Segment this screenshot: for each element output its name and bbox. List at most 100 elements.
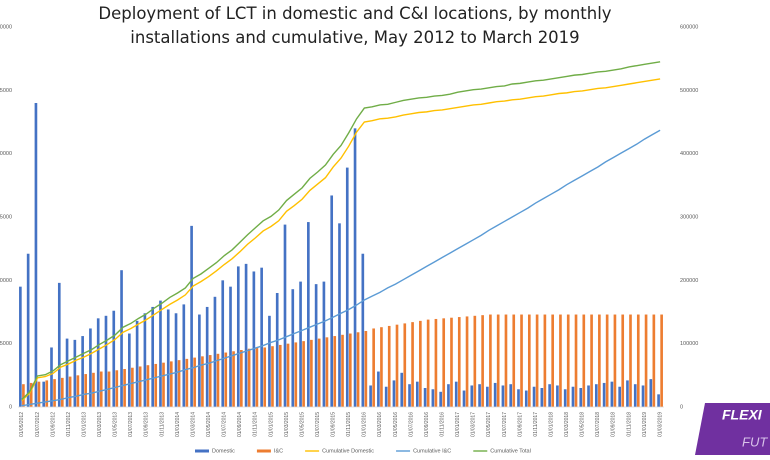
bar (302, 341, 305, 407)
bar (57, 282, 61, 407)
bar (128, 333, 131, 407)
bar (252, 271, 256, 407)
x-tick-label: 01/01/2013 (81, 412, 87, 437)
bar (221, 280, 225, 407)
bar (540, 388, 544, 407)
legend-label: Cumulative I&C (413, 448, 451, 454)
bar (610, 381, 614, 407)
bar (260, 267, 263, 407)
bar (162, 362, 165, 407)
x-tick-label: 01/11/2014 (253, 412, 259, 437)
x-tick-label: 01/05/2017 (486, 412, 492, 437)
x-tick-label: 01/09/2013 (144, 412, 150, 437)
x-tick-label: 01/07/2014 (222, 412, 228, 437)
bar (291, 289, 295, 407)
legend-label: Cumulative Domestic (322, 448, 374, 454)
bar (104, 315, 108, 407)
bar (566, 314, 570, 407)
bar (652, 314, 656, 407)
logo-text: FLEXI (722, 407, 763, 423)
bar (307, 222, 310, 407)
bar (633, 384, 637, 407)
y2-tick-label: 0 (680, 404, 683, 410)
x-tick-label: 01/07/2013 (128, 412, 134, 437)
x-tick-label: 01/03/2018 (564, 412, 570, 437)
bar (29, 382, 33, 407)
x-tick-label: 01/01/2017 (455, 412, 461, 437)
bar (229, 286, 232, 407)
bar (535, 314, 539, 407)
bar (644, 314, 648, 407)
x-tick-label: 01/07/2016 (408, 412, 414, 437)
legend-label: Domestic (212, 448, 235, 454)
bar (275, 293, 279, 407)
bar (629, 314, 632, 407)
x-tick-label: 01/07/2012 (35, 412, 41, 437)
bar (426, 319, 430, 407)
y-tick-label: 20000 (0, 151, 12, 157)
x-tick-label: 01/03/2015 (284, 412, 290, 437)
x-tick-label: 01/03/2016 (377, 412, 383, 437)
x-tick-label: 01/09/2018 (611, 412, 617, 437)
x-tick-label: 01/11/2015 (346, 412, 352, 437)
bar (543, 314, 547, 407)
bar (457, 317, 461, 407)
bar (532, 386, 536, 407)
bar (317, 338, 321, 407)
x-tick-label: 01/05/2018 (580, 412, 586, 437)
bar (177, 360, 181, 407)
x-tick-label: 01/05/2014 (206, 412, 212, 437)
bar (478, 384, 481, 407)
x-tick-label: 01/09/2016 (424, 412, 430, 437)
bar (470, 385, 474, 407)
bar (224, 352, 228, 407)
x-tick-label: 01/03/2013 (97, 412, 103, 437)
x-tick-label: 01/01/2016 (362, 412, 368, 437)
bar (216, 353, 220, 407)
x-tick-label: 01/01/2015 (268, 412, 274, 437)
y2-tick-label: 300000 (680, 214, 698, 220)
bar (408, 384, 411, 407)
bar (310, 339, 313, 407)
bar (442, 318, 446, 407)
bar (504, 314, 508, 407)
x-tick-label: 01/09/2012 (50, 412, 56, 437)
x-tick-label: 01/11/2016 (440, 412, 446, 437)
x-tick-label: 01/11/2013 (159, 412, 165, 437)
bar (99, 371, 103, 407)
bar (19, 286, 22, 407)
x-tick-label: 01/07/2017 (502, 412, 508, 437)
bar (481, 315, 484, 407)
bar (384, 386, 388, 407)
bar (489, 314, 492, 407)
bar (115, 370, 119, 407)
bar (415, 381, 419, 407)
y-tick-label: 10000 (0, 278, 12, 284)
x-tick-label: 01/11/2012 (66, 412, 72, 437)
bar (501, 385, 505, 407)
bar (213, 296, 217, 407)
y2-tick-label: 400000 (680, 151, 698, 157)
bar (559, 314, 562, 407)
bar (527, 314, 531, 407)
bar (649, 379, 653, 407)
bar (174, 313, 178, 407)
bar (621, 314, 625, 407)
bar (244, 263, 248, 407)
legend-label: Cumulative Total (490, 448, 531, 454)
bar (524, 390, 528, 407)
x-tick-label: 01/01/2018 (548, 412, 554, 437)
bar (294, 342, 298, 407)
bar (53, 379, 56, 407)
bar (493, 382, 497, 407)
bar (34, 103, 38, 407)
bar (602, 382, 606, 407)
bar (193, 357, 196, 407)
bar (582, 314, 586, 407)
bar (201, 356, 204, 407)
bar (377, 371, 380, 407)
bar (450, 317, 453, 407)
bar (92, 372, 95, 407)
